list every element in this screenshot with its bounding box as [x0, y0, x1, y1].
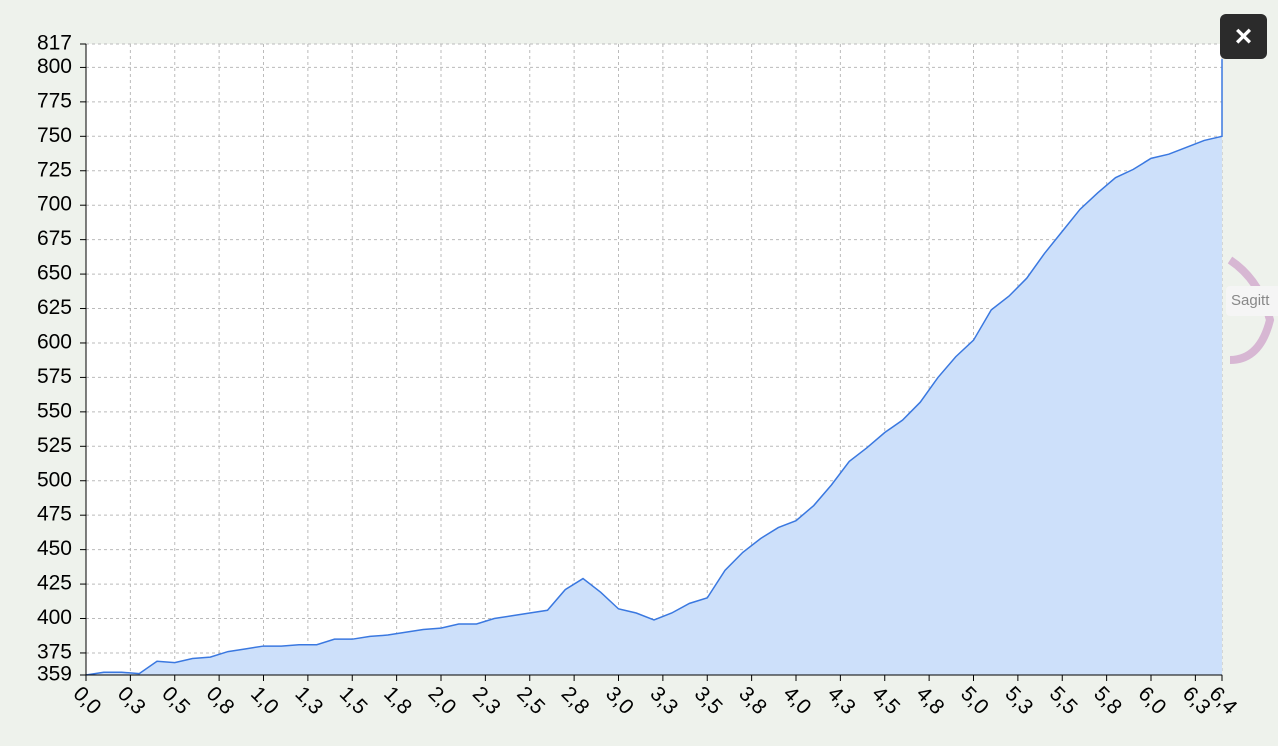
y-tick-label: 375: [37, 641, 72, 664]
map-label: Sagitt: [1231, 292, 1270, 309]
y-tick-label: 675: [37, 227, 72, 250]
y-tick-label: 500: [37, 468, 72, 491]
area-line: [85, 59, 1223, 676]
y-tick-label: 725: [37, 158, 72, 181]
y-tick-label: 525: [37, 434, 72, 457]
y-tick-label: 817: [37, 32, 72, 55]
y-tick-label: 775: [37, 89, 72, 112]
y-tick-label: 425: [37, 572, 72, 595]
map-label-box: [1226, 286, 1278, 316]
map-road: [1227, 256, 1275, 364]
area-fill: [86, 59, 1222, 675]
y-tick-label: 700: [37, 193, 72, 216]
y-tick-label: 750: [37, 124, 72, 147]
close-button[interactable]: ×: [1220, 14, 1267, 59]
y-tick-label: 800: [37, 55, 72, 78]
y-tick-label: 450: [37, 537, 72, 560]
y-tick-label: 650: [37, 262, 72, 285]
y-tick-label: 400: [37, 606, 72, 629]
y-tick-label: 550: [37, 399, 72, 422]
y-tick-label: 475: [37, 503, 72, 526]
y-tick-label: 575: [37, 365, 72, 388]
y-tick-label: 359: [37, 663, 72, 686]
y-tick-label: 625: [37, 296, 72, 319]
y-tick-label: 600: [37, 331, 72, 354]
